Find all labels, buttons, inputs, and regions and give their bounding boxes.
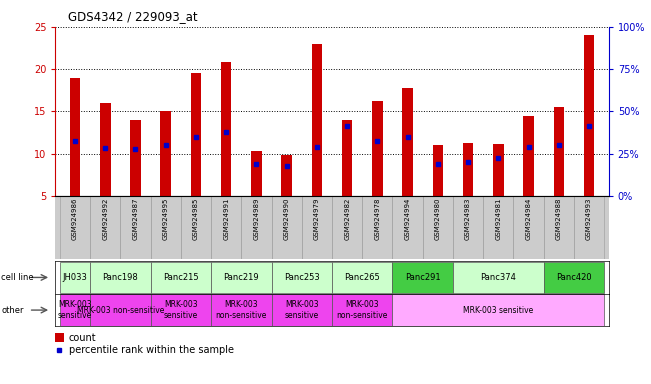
Text: GSM924982: GSM924982 — [344, 198, 350, 240]
Text: Panc374: Panc374 — [480, 273, 516, 282]
Text: MRK-003
non-sensitive: MRK-003 non-sensitive — [337, 300, 388, 320]
Bar — [493, 144, 504, 196]
Bar — [332, 196, 362, 259]
Text: Panc215: Panc215 — [163, 273, 199, 282]
Text: GSM924980: GSM924980 — [435, 198, 441, 240]
Text: Panc420: Panc420 — [556, 273, 592, 282]
Text: Panc253: Panc253 — [284, 273, 320, 282]
Text: MRK-003 sensitive: MRK-003 sensitive — [464, 306, 533, 314]
Text: JH033: JH033 — [62, 273, 87, 282]
Text: GSM924990: GSM924990 — [284, 198, 290, 240]
Text: MRK-003
sensitive: MRK-003 sensitive — [58, 300, 92, 320]
Text: GSM924987: GSM924987 — [132, 198, 139, 240]
Text: cell line: cell line — [1, 273, 34, 282]
Bar — [453, 196, 483, 259]
Text: GSM924985: GSM924985 — [193, 198, 199, 240]
Text: GSM924984: GSM924984 — [525, 198, 532, 240]
Text: MRK-003
sensitive: MRK-003 sensitive — [163, 300, 198, 320]
Text: GSM924993: GSM924993 — [586, 198, 592, 240]
Text: GSM924995: GSM924995 — [163, 198, 169, 240]
Text: GSM924978: GSM924978 — [374, 198, 380, 240]
Bar — [544, 262, 604, 293]
Bar — [402, 88, 413, 196]
Bar — [312, 44, 322, 196]
Bar — [574, 196, 604, 259]
Bar — [150, 196, 181, 259]
Text: GDS4342 / 229093_at: GDS4342 / 229093_at — [68, 10, 198, 23]
Bar — [211, 295, 271, 326]
Bar — [60, 295, 90, 326]
Text: Panc291: Panc291 — [405, 273, 441, 282]
Bar — [120, 196, 150, 259]
Bar — [271, 295, 332, 326]
Bar — [100, 103, 111, 196]
Text: GSM924992: GSM924992 — [102, 198, 108, 240]
Bar — [70, 78, 80, 196]
Bar — [523, 116, 534, 196]
Bar — [432, 145, 443, 196]
Bar — [60, 262, 90, 293]
Text: GSM924994: GSM924994 — [405, 198, 411, 240]
Bar — [463, 142, 473, 196]
Text: MRK-003
non-sensitive: MRK-003 non-sensitive — [215, 300, 267, 320]
Text: percentile rank within the sample: percentile rank within the sample — [68, 345, 234, 356]
Bar — [90, 262, 150, 293]
Bar — [422, 196, 453, 259]
Bar — [90, 295, 150, 326]
Bar — [393, 295, 604, 326]
Text: MRK-003 non-sensitive: MRK-003 non-sensitive — [77, 306, 164, 314]
Text: Panc219: Panc219 — [223, 273, 259, 282]
Bar — [584, 35, 594, 196]
Text: GSM924986: GSM924986 — [72, 198, 78, 240]
Bar — [544, 196, 574, 259]
Bar — [160, 111, 171, 196]
Text: GSM924979: GSM924979 — [314, 198, 320, 240]
Bar — [332, 262, 393, 293]
Text: GSM924991: GSM924991 — [223, 198, 229, 240]
Bar — [150, 262, 211, 293]
Bar — [271, 196, 302, 259]
Bar — [393, 262, 453, 293]
Bar — [332, 295, 393, 326]
Bar — [362, 196, 393, 259]
Text: other: other — [1, 306, 24, 314]
Bar — [221, 62, 232, 196]
Bar — [342, 120, 352, 196]
Bar — [150, 295, 211, 326]
Text: GSM924988: GSM924988 — [556, 198, 562, 240]
Bar — [90, 196, 120, 259]
Bar — [251, 151, 262, 196]
Text: Panc265: Panc265 — [344, 273, 380, 282]
Text: MRK-003
sensitive: MRK-003 sensitive — [284, 300, 319, 320]
Bar — [553, 107, 564, 196]
Bar — [302, 196, 332, 259]
Bar — [60, 196, 90, 259]
Text: GSM924981: GSM924981 — [495, 198, 501, 240]
Bar — [393, 196, 422, 259]
Bar — [55, 333, 64, 343]
Text: GSM924983: GSM924983 — [465, 198, 471, 240]
Bar — [181, 196, 211, 259]
Bar — [271, 262, 332, 293]
Bar — [211, 262, 271, 293]
Bar — [281, 155, 292, 196]
Bar — [372, 101, 383, 196]
Bar — [191, 73, 201, 196]
Bar — [483, 196, 514, 259]
Bar — [242, 196, 271, 259]
Bar — [211, 196, 242, 259]
Bar — [514, 196, 544, 259]
Text: Panc198: Panc198 — [102, 273, 138, 282]
Bar — [130, 120, 141, 196]
Bar — [453, 262, 544, 293]
Text: count: count — [68, 333, 96, 343]
Text: GSM924989: GSM924989 — [253, 198, 259, 240]
